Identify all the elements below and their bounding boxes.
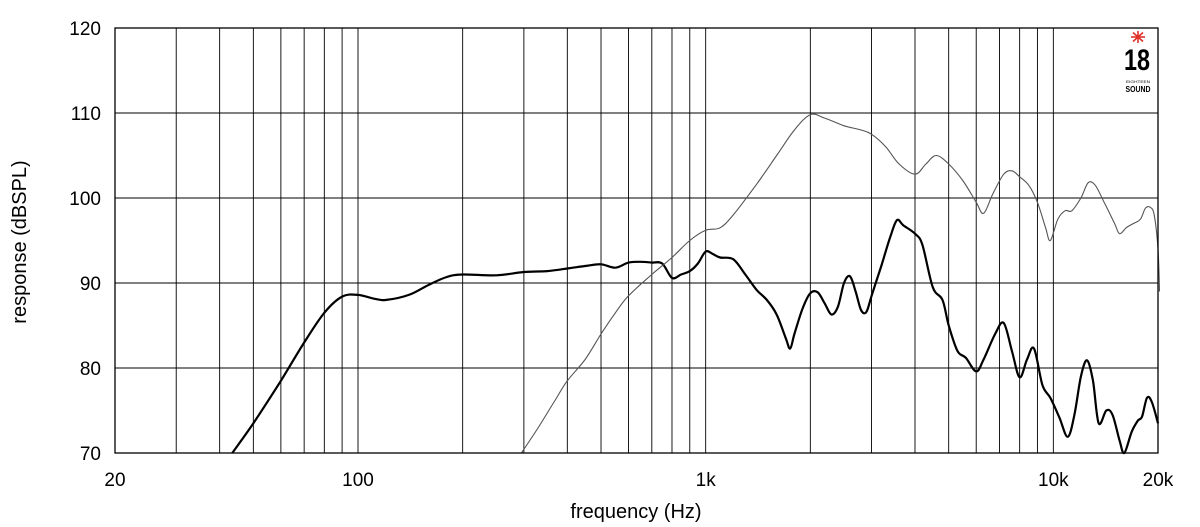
x-tick-label: 10k: [1038, 470, 1069, 491]
response-curve-thin: [520, 113, 1161, 454]
y-tick-label: 120: [69, 19, 101, 40]
x-axis-title: frequency (Hz): [570, 501, 701, 523]
logo-word: SOUND: [1126, 85, 1151, 94]
series-group: [231, 113, 1161, 455]
y-tick-label: 90: [80, 274, 101, 295]
x-tick-labels: 20 100 1k 10k 20k: [104, 470, 1173, 491]
y-tick-label: 70: [80, 444, 101, 465]
x-tick-label: 20: [104, 470, 125, 491]
x-tick-label: 100: [342, 470, 374, 491]
y-tick-label: 100: [69, 189, 101, 210]
brand-logo: 18 EIGHTEEN SOUND: [1124, 31, 1151, 94]
logo-number: 18: [1124, 44, 1150, 77]
y-tick-label: 110: [71, 104, 101, 125]
logo-small-text: EIGHTEEN: [1126, 79, 1150, 84]
plot-frame: [114, 27, 1159, 454]
x-tick-label: 1k: [696, 470, 717, 491]
y-axis-title: response (dBSPL): [9, 160, 31, 323]
y-tick-labels: 70 80 90 100 110 120: [69, 19, 101, 465]
response-curve-bold: [231, 218, 1160, 455]
y-tick-label: 80: [80, 359, 101, 380]
star-icon: [1131, 31, 1145, 43]
grid-lines: [115, 28, 1158, 453]
x-tick-label: 20k: [1143, 470, 1174, 491]
